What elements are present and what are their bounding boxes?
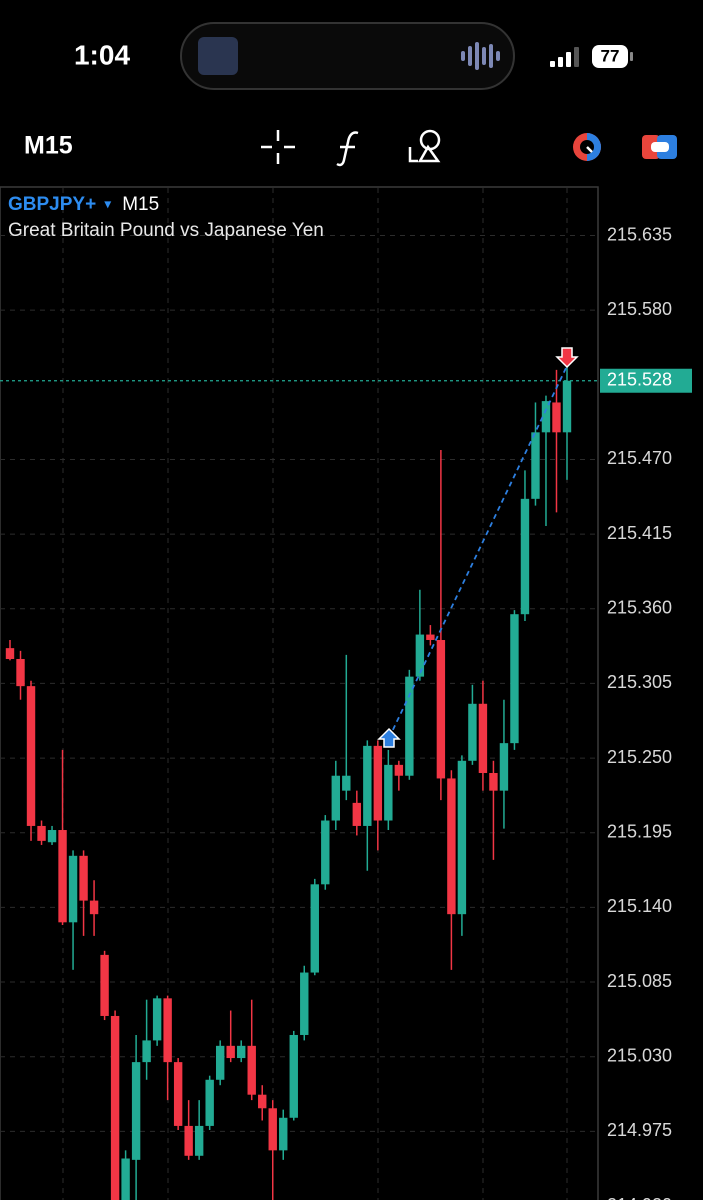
candle-body: [268, 1108, 277, 1151]
candle-body: [237, 1045, 246, 1059]
y-tick-label: 215.140: [607, 896, 672, 916]
candle-body: [215, 1045, 225, 1080]
candle-body: [121, 1158, 130, 1200]
candle-body: [342, 775, 351, 791]
candle-body: [16, 658, 25, 687]
y-tick-label: 214.920: [607, 1195, 672, 1200]
candle-body: [163, 998, 172, 1063]
candle-body: [352, 802, 362, 826]
symbol[interactable]: GBPJPY+: [8, 194, 96, 215]
price-label: 215.528: [607, 369, 672, 389]
candle-body: [478, 703, 488, 774]
candle-body: [384, 764, 393, 821]
symbol-description: Great Britain Pound vs Japanese Yen: [8, 220, 324, 241]
vertical-grid: [62, 188, 568, 1200]
candle-body: [142, 1040, 151, 1063]
waveform: [461, 42, 500, 70]
y-tick-label: 215.635: [607, 224, 672, 244]
candle-body: [394, 764, 404, 776]
candle-body: [194, 1125, 204, 1156]
candle-body: [531, 432, 540, 499]
indicator-icon[interactable]: [336, 131, 359, 167]
chart-frame: [0, 186, 599, 1200]
symbol-caret[interactable]: ▾: [104, 196, 111, 212]
candle-body: [289, 1034, 298, 1118]
candle-body: [300, 972, 309, 1035]
trade-icon[interactable]: [573, 133, 601, 161]
candle-body: [68, 855, 78, 923]
candle-body: [510, 614, 519, 744]
dynamic-island[interactable]: [180, 22, 515, 90]
trade-line: [388, 367, 567, 739]
y-tick-label: 215.250: [607, 747, 672, 767]
candle-body: [173, 1062, 183, 1126]
candle-body: [562, 380, 572, 433]
objects-icon[interactable]: [408, 129, 441, 163]
y-tick-label: 215.085: [607, 971, 672, 991]
candle-body: [26, 686, 36, 826]
candle-body: [131, 1062, 141, 1160]
buy-arrow: [377, 727, 401, 748]
candle-body: [152, 998, 162, 1041]
candle-body: [79, 855, 88, 901]
chart-timeframe: M15: [122, 194, 159, 215]
y-tick-label: 214.975: [607, 1120, 672, 1140]
candle-body: [436, 639, 446, 779]
candle-body: [100, 954, 109, 1016]
album-art: [198, 37, 238, 75]
candle-body: [520, 498, 530, 615]
price-label-box: [600, 368, 692, 393]
battery: [592, 45, 628, 68]
y-tick-label: 215.305: [607, 672, 672, 692]
candle-body: [58, 830, 67, 923]
candle-body: [489, 773, 498, 791]
candle-body: [89, 900, 99, 915]
y-tick-label: 215.470: [607, 448, 672, 468]
candle-body: [47, 830, 57, 843]
crosshair-icon[interactable]: [261, 130, 295, 164]
candle-body: [415, 634, 425, 677]
candle-body: [279, 1117, 288, 1151]
signal: [550, 47, 579, 67]
candle-body: [541, 401, 551, 433]
candle-body: [331, 775, 340, 821]
y-tick-label: 215.195: [607, 821, 672, 841]
battery-cap: [630, 52, 633, 61]
y-tick-label: 215.360: [607, 598, 672, 618]
candle-body: [258, 1094, 267, 1109]
candle-body: [363, 745, 372, 826]
candle-body: [184, 1125, 193, 1156]
plot: [0, 235, 598, 1200]
toolbar-timeframe[interactable]: M15: [24, 132, 73, 160]
battery-level: 77: [601, 46, 620, 65]
candle-body: [373, 745, 383, 821]
candle-body: [5, 648, 15, 659]
candle-body: [499, 743, 509, 791]
candle-body: [110, 1015, 120, 1200]
candle-body: [426, 634, 435, 640]
candle-body: [247, 1045, 256, 1095]
candle-body: [468, 703, 477, 761]
candle-body: [321, 820, 330, 885]
candle-body: [205, 1079, 214, 1126]
account-icon[interactable]: [642, 135, 677, 159]
candle-body: [226, 1045, 235, 1059]
y-tick-label: 215.030: [607, 1045, 672, 1065]
candle-body: [37, 825, 46, 841]
candle-body: [552, 402, 561, 433]
y-tick-label: 215.415: [607, 523, 672, 543]
status-time: 1:04: [74, 39, 130, 70]
candle-body: [405, 676, 414, 776]
sell-arrow: [555, 347, 579, 369]
y-tick-label: 215.580: [607, 299, 672, 319]
candle-body: [310, 884, 319, 973]
candle-body: [447, 778, 456, 915]
candle-body: [457, 760, 467, 915]
